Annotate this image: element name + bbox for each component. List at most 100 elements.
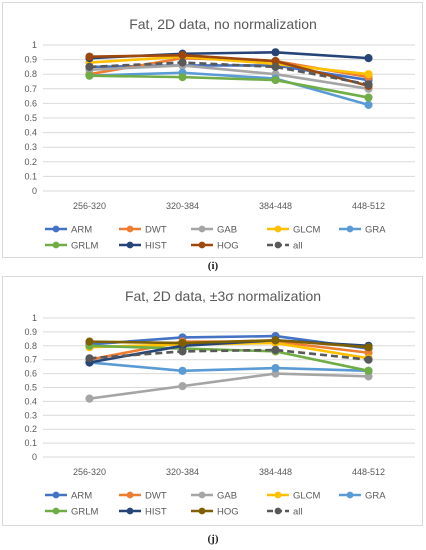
x-tick-label: 448-512 <box>352 201 385 211</box>
data-point-all <box>178 347 187 356</box>
data-point-hog <box>85 52 94 61</box>
data-point-all <box>85 354 94 363</box>
series-line-grlm <box>89 74 369 99</box>
data-point-hog <box>271 336 280 345</box>
data-point-all <box>364 355 373 364</box>
series-hog <box>85 336 373 352</box>
figure-caption: (j) <box>207 533 219 545</box>
legend-item-hog: HOG <box>191 241 239 252</box>
y-tick-label: 1 <box>32 40 37 50</box>
series-line-hog <box>89 338 369 349</box>
legend-label: all <box>293 241 303 252</box>
y-tick-label: 0.4 <box>24 396 37 406</box>
legend-swatch-marker <box>126 491 134 499</box>
legend-swatch-marker <box>126 225 134 233</box>
legend-swatch-marker <box>274 225 282 233</box>
data-point-hist <box>271 48 280 57</box>
legend-swatch-marker <box>52 225 60 233</box>
legend-label: DWT <box>145 225 167 236</box>
legend-label: DWT <box>145 491 167 502</box>
legend-label: GRLM <box>71 241 99 252</box>
data-point-grlm <box>364 93 373 102</box>
x-tick-label: 256-320 <box>73 467 106 477</box>
y-tick-label: 0.2 <box>24 424 37 434</box>
data-point-gab <box>85 394 94 403</box>
legend-label: all <box>293 507 303 518</box>
legend-item-gab: GAB <box>191 491 237 502</box>
legend-swatch-marker <box>198 491 206 499</box>
data-point-grlm <box>271 75 280 85</box>
series-line-grlm <box>89 344 369 373</box>
chart-panel-fat-no-normalization: Fat, 2D data, no normalization 0 0.1 0.2 0.3… <box>2 2 423 258</box>
legend-label: GRA <box>365 225 386 236</box>
series-line-hog <box>89 53 369 88</box>
legend-swatch-marker <box>126 507 134 515</box>
legend-swatch-marker <box>274 507 282 515</box>
legend-swatch-marker <box>52 491 60 499</box>
y-tick-label: 0.1 <box>24 438 37 448</box>
y-tick-label: 0 <box>32 452 37 462</box>
series-line-glcm <box>89 55 369 76</box>
y-tick-label: 0.8 <box>24 69 37 79</box>
data-point-all <box>364 80 373 89</box>
y-tick-label: 0.8 <box>24 341 37 351</box>
legend-swatch-marker <box>346 225 354 233</box>
x-tick-label: 448-512 <box>352 467 385 477</box>
chart-title: Fat, 2D data, no normalization <box>129 16 317 32</box>
legend-item-gra: GRA <box>339 491 386 502</box>
gridlines <box>43 44 415 192</box>
data-point-gra <box>364 100 373 109</box>
y-tick-label: 0 <box>32 186 37 196</box>
y-tick-label: 0.9 <box>24 327 37 337</box>
data-point-hog <box>178 338 187 348</box>
series-line-all <box>89 348 369 361</box>
series-line-gra <box>89 71 369 107</box>
y-tick-label: 0.5 <box>24 383 37 393</box>
legend-swatch-marker <box>274 241 282 249</box>
y-tick-label: 1 <box>32 313 37 323</box>
gridlines <box>43 317 415 458</box>
legend-label: HOG <box>217 241 239 252</box>
y-tick-label: 0.9 <box>24 55 37 65</box>
legend: ARM DWT GAB GLCM GRA GRLM HIST HOG all <box>45 225 386 252</box>
data-point-all <box>178 58 187 67</box>
x-tick-label: 384-448 <box>259 467 292 477</box>
legend-item-all: all <box>267 241 303 252</box>
legend-item-arm: ARM <box>45 225 92 236</box>
legend-item-glcm: GLCM <box>267 225 321 236</box>
y-tick-label: 0.2 <box>24 157 37 167</box>
data-point-hog <box>364 343 373 352</box>
legend-item-grlm: GRLM <box>45 241 99 252</box>
legend-label: GRA <box>365 491 386 502</box>
legend-item-all: all <box>267 507 303 518</box>
y-tick-label: 0.3 <box>24 410 37 420</box>
series-grlm <box>85 71 373 102</box>
legend-swatch-marker <box>52 507 60 515</box>
data-point-gab <box>178 382 187 391</box>
legend-item-grlm: GRLM <box>45 507 99 518</box>
series-line-gra <box>89 361 369 373</box>
legend-label: HOG <box>217 507 239 518</box>
y-tick-label: 0.6 <box>24 369 37 379</box>
series-all <box>85 58 373 89</box>
data-point-hog <box>85 337 94 346</box>
legend-item-gab: GAB <box>191 225 237 236</box>
data-point-hog <box>178 51 187 60</box>
line-chart: Fat, 2D data, ±3σ normalization 0 0.1 0.2 0.… <box>24 288 415 518</box>
y-tick-label: 0.1 <box>24 171 37 181</box>
x-tick-label: 384-448 <box>259 201 292 211</box>
legend-item-dwt: DWT <box>119 225 167 236</box>
data-point-all <box>271 345 280 355</box>
data-point-grlm <box>178 73 187 82</box>
chart-panel-fat-3sigma-normalization: Fat, 2D data, ±3σ normalization 0 0.1 0.2 0.… <box>2 276 423 526</box>
legend-label: ARM <box>71 491 92 502</box>
legend-item-arm: ARM <box>45 491 92 502</box>
chart-title: Fat, 2D data, ±3σ normalization <box>125 288 321 304</box>
legend-item-hist: HIST <box>119 507 167 518</box>
legend-swatch-marker <box>198 507 206 515</box>
data-point-grlm <box>364 366 373 375</box>
x-tick-label: 320-384 <box>166 467 199 477</box>
series-line-gab <box>89 372 369 400</box>
legend-swatch-marker <box>346 491 354 499</box>
legend-label: ARM <box>71 225 92 236</box>
